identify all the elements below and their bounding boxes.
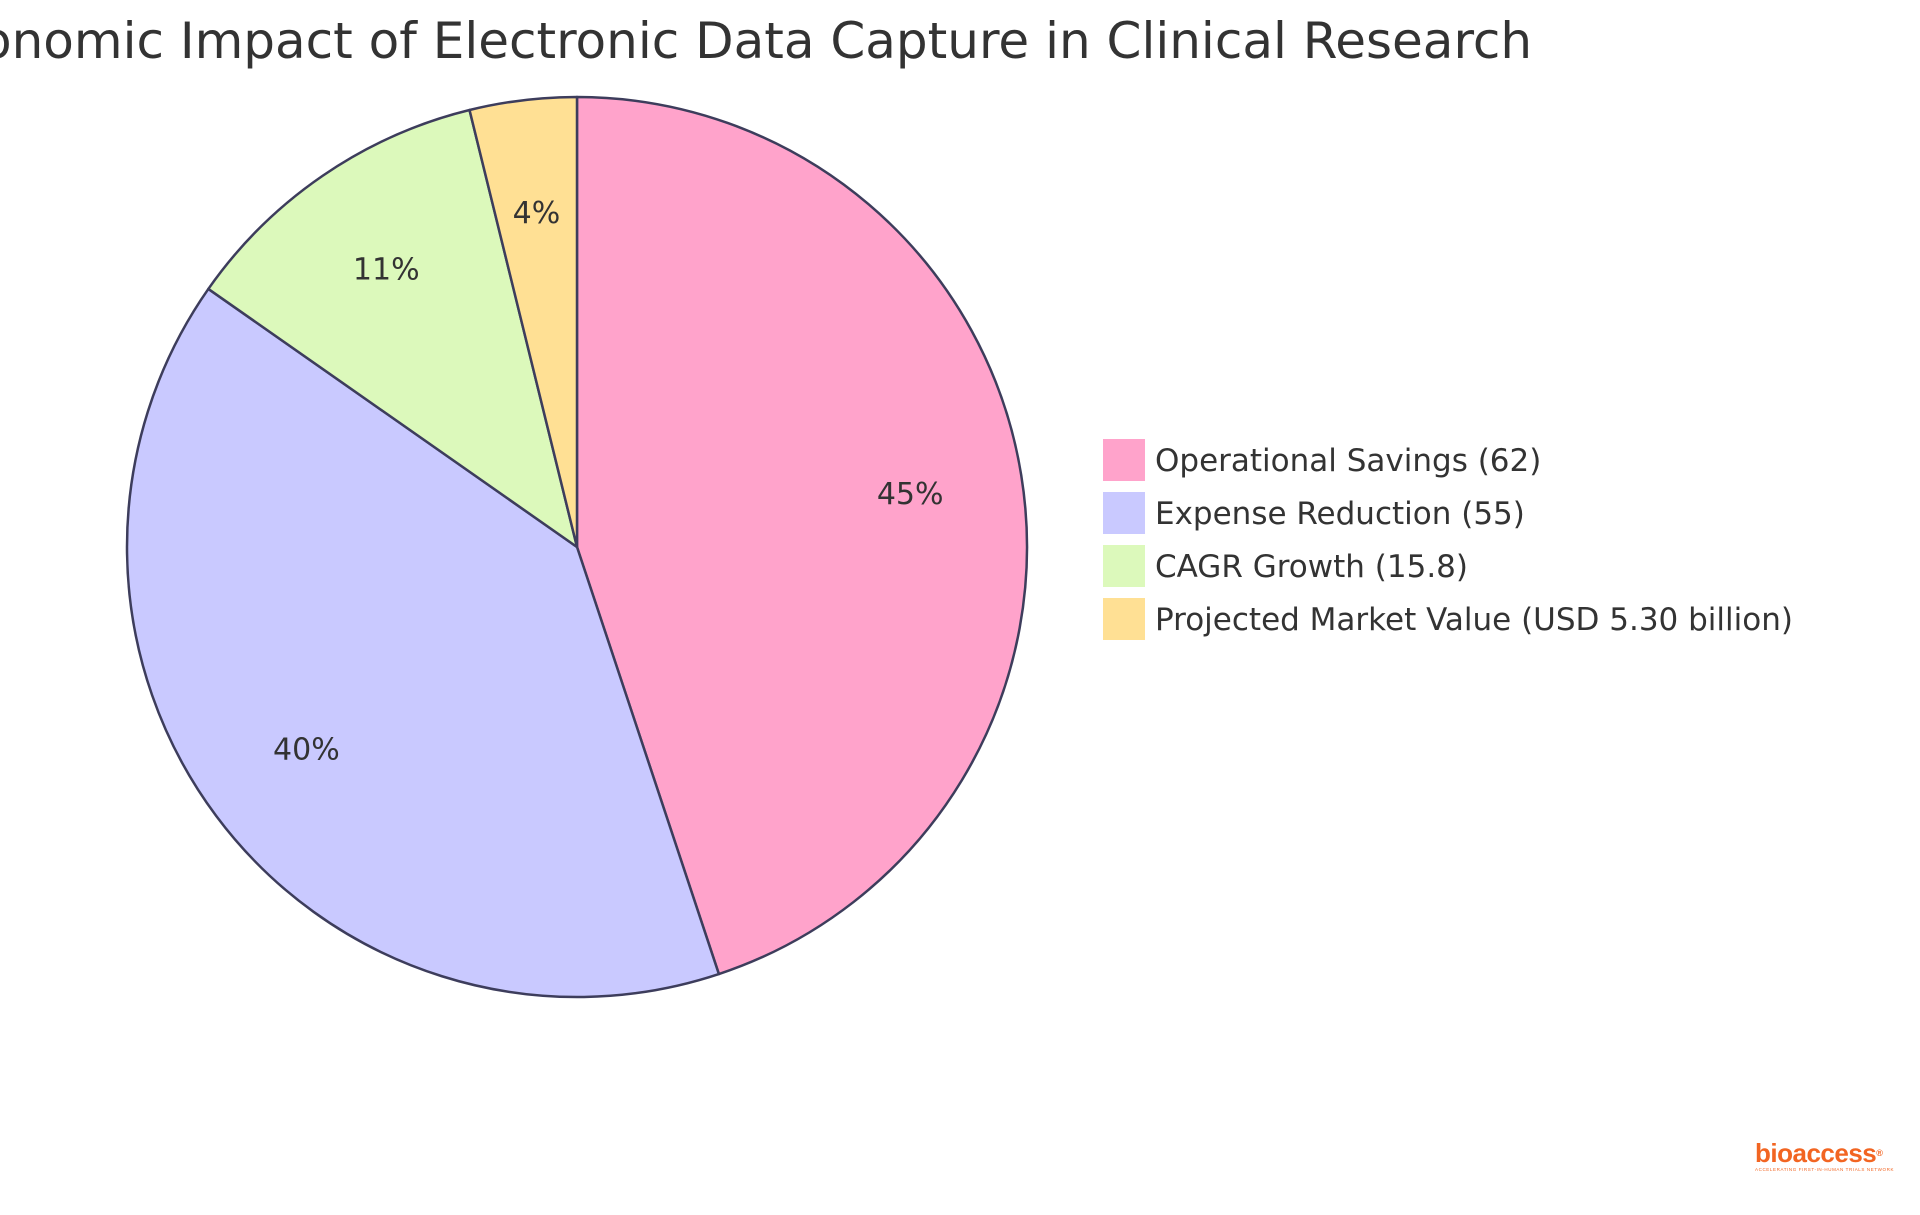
- chart-title: Economic Impact of Electronic Data Captu…: [0, 12, 1532, 70]
- slice-percent-label-2: 11%: [353, 253, 420, 288]
- legend-label-3: Projected Market Value (USD 5.30 billion…: [1155, 602, 1793, 638]
- legend-swatch-0: [1101, 437, 1147, 483]
- slice-percent-label-0: 45%: [877, 477, 944, 512]
- pie-slice-3: [468, 95, 579, 549]
- logo-wordmark: bioaccess®: [1755, 1138, 1883, 1168]
- legend-swatch-3: [1101, 596, 1147, 642]
- pie-slice-0: [575, 95, 1029, 976]
- pie-slice-2: [207, 108, 579, 549]
- legend-label-0: Operational Savings (62): [1155, 443, 1541, 479]
- legend: Operational Savings (62) Expense Reductio…: [1101, 437, 1793, 642]
- legend-label-1: Expense Reduction (55): [1155, 496, 1525, 532]
- logo-tagline: ACCELERATING FIRST-IN-HUMAN TRIALS NETWO…: [1755, 1167, 1895, 1172]
- slice-percent-labels: 45% 40% 11% 4%: [273, 196, 943, 768]
- slice-percent-label-1: 40%: [273, 733, 340, 768]
- bioaccess-logo: bioaccess® ACCELERATING FIRST-IN-HUMAN T…: [1755, 1138, 1895, 1173]
- pie-slices: [125, 95, 1029, 999]
- legend-swatch-2: [1101, 543, 1147, 589]
- pie-slice-1: [125, 287, 721, 999]
- legend-swatch-1: [1101, 490, 1147, 536]
- legend-label-2: CAGR Growth (15.8): [1155, 549, 1468, 585]
- slice-percent-label-3: 4%: [513, 196, 561, 231]
